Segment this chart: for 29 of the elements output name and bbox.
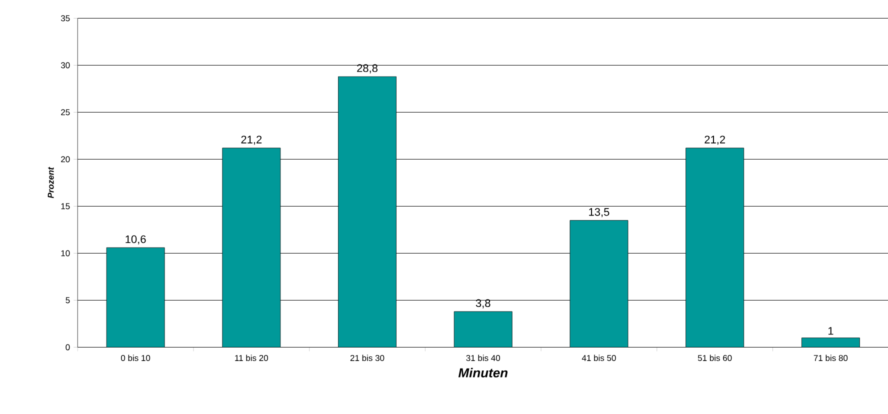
bar [801,338,860,348]
bar [222,148,281,348]
y-tick-label: 0 [66,344,70,350]
bar [570,220,628,348]
y-tick-label: 30 [60,62,70,68]
y-axis-title: Prozent [48,166,54,198]
y-tick-label: 20 [61,156,70,162]
x-tick-label: 21 bis 30 [350,354,384,362]
data-label: 1 [828,327,834,335]
x-tick-label: 11 bis 20 [235,354,268,362]
y-tick-label: 5 [66,297,70,304]
bar [454,311,512,348]
y-tick-label: 10 [61,250,70,256]
x-tick-label: 51 bis 60 [698,354,732,362]
y-tick-label: 25 [61,109,70,116]
x-tick-label: 0 bis 10 [121,354,150,362]
bar [338,76,396,348]
x-tick-label: 31 bis 40 [466,354,500,362]
data-label: 13,5 [589,208,610,218]
bar [106,247,165,348]
bar [686,148,744,348]
y-tick-label: 15 [61,203,70,210]
y-tick-label: 35 [60,15,70,22]
data-label: 21,2 [241,136,262,145]
x-axis-title: Minuten [458,368,508,378]
x-tick-label: 71 bis 80 [814,354,848,362]
data-label: 21,2 [704,136,725,145]
x-tick-label: 41 bis 50 [582,354,616,362]
data-label: 10,6 [126,235,146,244]
